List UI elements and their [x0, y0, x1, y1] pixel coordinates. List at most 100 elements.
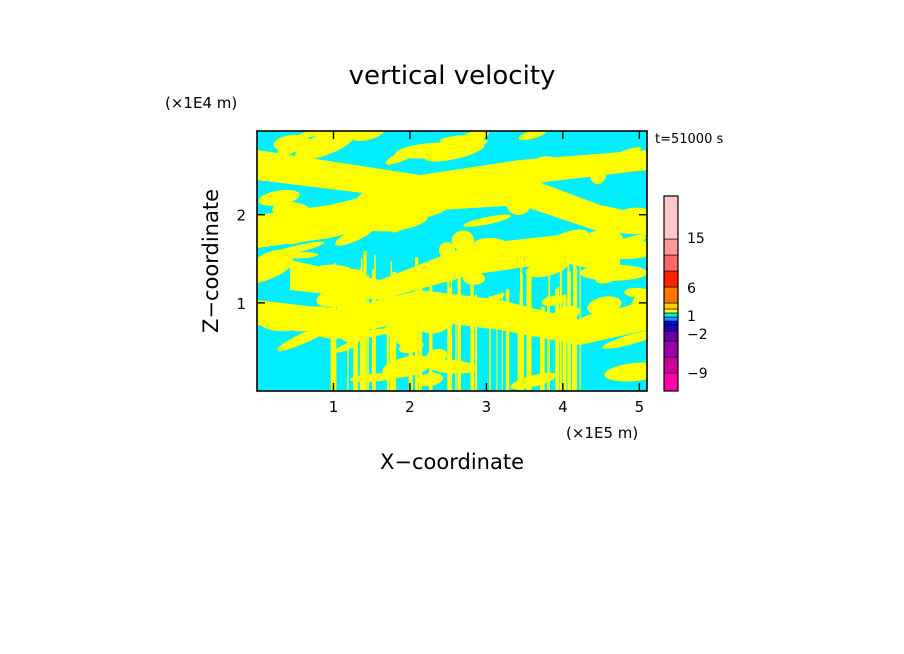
- plot-frame: [256, 130, 648, 392]
- positive-velocity-plume: [360, 258, 363, 391]
- positive-velocity-cell: [590, 213, 617, 228]
- colorbar-segment: [663, 320, 679, 326]
- positive-velocity-plume: [501, 291, 503, 391]
- colorbar-segment: [663, 312, 679, 318]
- positive-velocity-plume: [548, 265, 550, 391]
- positive-velocity-plume: [390, 261, 392, 391]
- x-unit-label: (×1E5 m): [566, 424, 638, 442]
- positive-velocity-plume: [547, 295, 549, 391]
- positive-velocity-plume: [455, 294, 457, 391]
- positive-velocity-cell: [518, 131, 547, 140]
- colorbar-segment: [663, 195, 679, 240]
- positive-velocity-cell: [335, 225, 375, 246]
- positive-velocity-plume: [567, 250, 570, 391]
- colorbar-label: −2: [687, 327, 708, 343]
- x-tick-label: 1: [329, 398, 339, 416]
- x-tick-label: 3: [482, 398, 492, 416]
- positive-velocity-plume: [557, 287, 560, 391]
- positive-velocity-cell: [451, 230, 475, 251]
- positive-velocity-cell: [304, 210, 325, 224]
- y-unit-label: (×1E4 m): [165, 94, 237, 112]
- positive-velocity-cell: [539, 229, 589, 256]
- x-axis-label: X−coordinate: [380, 450, 524, 474]
- colorbar-label: −9: [687, 366, 708, 382]
- positive-velocity-plume: [347, 279, 349, 391]
- colorbar-segment: [663, 330, 679, 342]
- positive-velocity-plume: [363, 307, 367, 391]
- positive-velocity-plume: [518, 313, 522, 391]
- positive-velocity-cell: [438, 242, 456, 259]
- colorbar-segment: [663, 254, 679, 272]
- positive-velocity-cell: [273, 157, 309, 179]
- colorbar-segment: [663, 372, 679, 392]
- axis-tick-labels: 1 2 3 4 5 1 2: [236, 207, 644, 416]
- positive-velocity-plume: [371, 269, 375, 391]
- colorbar-segment: [663, 270, 679, 288]
- positive-velocity-cell: [389, 204, 447, 221]
- positive-velocity-cell: [602, 328, 647, 349]
- y-tick-label: 1: [236, 295, 246, 313]
- positive-velocity-plume: [374, 254, 376, 391]
- y-axis-label: Z−coordinate: [199, 189, 223, 333]
- positive-velocity-cell: [595, 274, 616, 284]
- colorbar-segment: [663, 238, 679, 256]
- positive-velocity-cell: [257, 213, 282, 236]
- positive-velocity-cell: [448, 139, 488, 151]
- colorbar-segment: [663, 316, 679, 322]
- positive-velocity-plume: [354, 301, 357, 391]
- positive-velocity-plume: [540, 316, 543, 391]
- positive-velocity-plume: [520, 305, 524, 391]
- colorbar-segment: [663, 340, 679, 358]
- positive-velocity-cell: [531, 156, 562, 175]
- colorbar-label: 1: [687, 309, 696, 325]
- positive-velocity-plume: [386, 289, 390, 391]
- positive-velocity-plume: [457, 278, 461, 391]
- positive-velocity-cell: [608, 147, 641, 162]
- positive-velocity-cell: [335, 341, 359, 353]
- positive-velocity-plume: [555, 288, 558, 391]
- positive-velocity-plume: [474, 294, 478, 391]
- positive-velocity-cell: [473, 237, 509, 253]
- positive-velocity-cell: [463, 214, 512, 227]
- colorbar: [663, 195, 679, 392]
- positive-velocity-cell: [257, 249, 287, 271]
- positive-velocity-plume: [334, 262, 337, 391]
- positive-velocity-plume: [450, 254, 453, 391]
- colorbar-frame: [663, 195, 679, 392]
- x-tick-label: 5: [635, 398, 645, 416]
- chart-title: vertical velocity: [349, 61, 556, 91]
- positive-velocity-cell: [285, 228, 311, 245]
- positive-velocity-plume: [392, 271, 397, 391]
- positive-velocity-plume: [496, 299, 498, 391]
- positive-velocity-plume: [541, 306, 545, 391]
- positive-velocity-plume: [489, 295, 491, 391]
- colorbar-label: 15: [687, 231, 705, 247]
- positive-velocity-plume: [572, 312, 574, 391]
- positive-velocity-cell: [624, 287, 647, 298]
- positive-velocity-cell: [277, 141, 302, 156]
- positive-velocity-cell: [589, 164, 607, 185]
- positive-velocity-cell: [277, 323, 335, 351]
- colorbar-segment: [663, 356, 679, 374]
- positive-velocity-cell: [525, 258, 568, 278]
- y-tick-label: 2: [236, 207, 246, 225]
- positive-velocity-cell: [589, 234, 646, 262]
- x-tick-label: 4: [558, 398, 568, 416]
- positive-velocity-plume: [579, 251, 581, 391]
- time-label: t=51000 s: [655, 132, 723, 147]
- positive-velocity-plume: [415, 257, 419, 391]
- positive-velocity-plume: [530, 259, 532, 391]
- axis-ticks: [257, 131, 647, 391]
- positive-velocity-cell: [286, 306, 332, 332]
- positive-velocity-plume: [330, 265, 335, 391]
- positive-velocity-plume: [429, 269, 433, 391]
- positive-velocity-cell: [295, 131, 357, 160]
- positive-velocity-cell: [587, 296, 622, 316]
- positive-velocity-cell: [385, 144, 425, 165]
- colorbar-label: 6: [687, 281, 696, 297]
- colorbar-segment: [663, 286, 679, 304]
- positive-velocity-plume: [505, 289, 510, 391]
- positive-velocity-cell: [356, 184, 399, 205]
- positive-velocity-cell: [489, 197, 524, 205]
